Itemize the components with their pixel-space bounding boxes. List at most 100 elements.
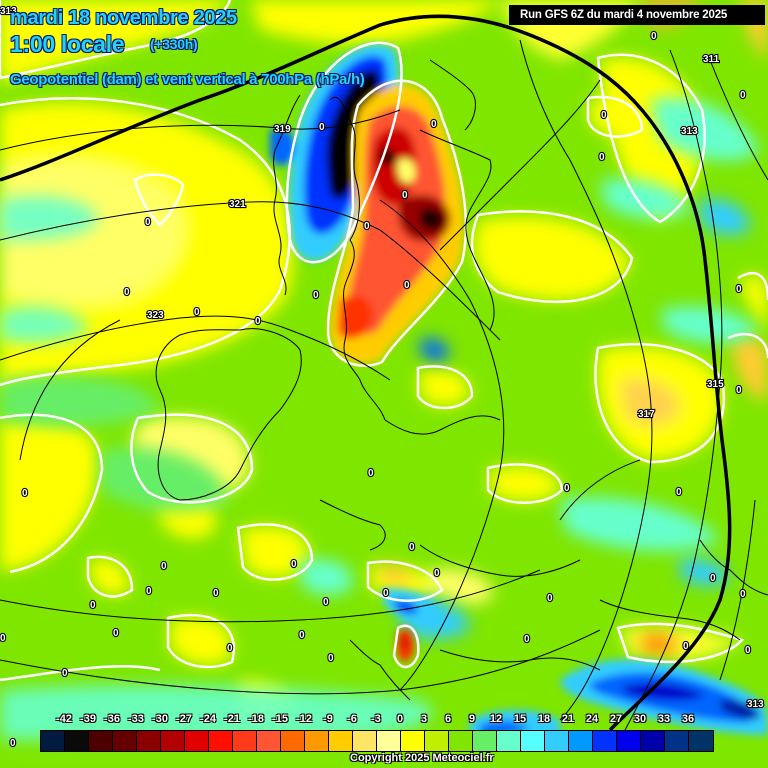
svg-text:321: 321 bbox=[229, 199, 246, 210]
legend-swatch bbox=[353, 731, 377, 751]
svg-text:0: 0 bbox=[161, 561, 167, 572]
legend-label: 3 bbox=[420, 713, 428, 725]
svg-text:0: 0 bbox=[736, 385, 742, 396]
legend-swatch bbox=[89, 731, 113, 751]
svg-text:0: 0 bbox=[740, 589, 746, 600]
legend-label: -15 bbox=[272, 713, 288, 725]
svg-text:0: 0 bbox=[402, 190, 408, 201]
svg-text:0: 0 bbox=[524, 634, 530, 645]
svg-text:0: 0 bbox=[145, 217, 151, 228]
legend-labels: -42 -39 -36 -33 -30 -27 -24 -21 -18 -15 -12 -9 -6 -3 0… bbox=[40, 713, 720, 727]
legend-swatch bbox=[473, 731, 497, 751]
legend-swatch bbox=[641, 731, 665, 751]
svg-text:0: 0 bbox=[146, 586, 152, 597]
svg-text:313: 313 bbox=[0, 6, 17, 17]
svg-text:319: 319 bbox=[274, 124, 291, 135]
geopotential-contours bbox=[0, 39, 768, 741]
legend-label: -9 bbox=[323, 713, 333, 725]
svg-text:0: 0 bbox=[313, 290, 319, 301]
forecast-time: 1:00 locale bbox=[10, 31, 125, 57]
legend-swatch bbox=[329, 731, 353, 751]
svg-text:0: 0 bbox=[291, 559, 297, 570]
svg-text:0: 0 bbox=[368, 468, 374, 479]
svg-text:0: 0 bbox=[740, 90, 746, 101]
svg-text:0: 0 bbox=[736, 284, 742, 295]
svg-text:0: 0 bbox=[323, 597, 329, 608]
legend-swatch bbox=[305, 731, 329, 751]
legend-label: 24 bbox=[585, 713, 599, 725]
legend-label: -12 bbox=[296, 713, 312, 725]
svg-text:0: 0 bbox=[409, 542, 415, 553]
legend-swatch bbox=[113, 731, 137, 751]
legend-swatch bbox=[161, 731, 185, 751]
svg-text:0: 0 bbox=[10, 738, 16, 749]
svg-text:311: 311 bbox=[703, 54, 720, 65]
svg-text:0: 0 bbox=[328, 653, 334, 664]
svg-text:0: 0 bbox=[547, 593, 553, 604]
svg-text:317: 317 bbox=[638, 409, 655, 420]
legend-swatch bbox=[545, 731, 569, 751]
svg-text:0: 0 bbox=[299, 630, 305, 641]
legend-swatch bbox=[401, 731, 425, 751]
legend-label: 6 bbox=[444, 713, 452, 725]
legend-swatch bbox=[233, 731, 257, 751]
legend-swatch bbox=[665, 731, 689, 751]
copyright: Copyright 2025 Meteociel.fr bbox=[350, 752, 494, 764]
svg-text:0: 0 bbox=[364, 221, 370, 232]
svg-text:0: 0 bbox=[255, 316, 261, 327]
forecast-date: mardi 18 novembre 2025 bbox=[10, 7, 237, 29]
svg-text:0: 0 bbox=[383, 588, 389, 599]
svg-text:0: 0 bbox=[227, 643, 233, 654]
svg-text:0: 0 bbox=[745, 645, 751, 656]
legend-swatch bbox=[41, 731, 65, 751]
vertical-wind-field bbox=[0, 0, 768, 740]
legend-swatch bbox=[569, 731, 593, 751]
legend-swatch bbox=[449, 731, 473, 751]
svg-text:0: 0 bbox=[90, 600, 96, 611]
svg-text:0: 0 bbox=[683, 641, 689, 652]
svg-text:0: 0 bbox=[113, 628, 119, 639]
legend-swatch bbox=[593, 731, 617, 751]
legend-label: -21 bbox=[224, 713, 240, 725]
legend-label: -27 bbox=[176, 713, 192, 725]
svg-text:0: 0 bbox=[124, 287, 130, 298]
svg-text:0: 0 bbox=[710, 573, 716, 584]
color-legend bbox=[40, 730, 714, 752]
svg-text:313: 313 bbox=[747, 699, 764, 710]
legend-label: -33 bbox=[128, 713, 144, 725]
svg-text:0: 0 bbox=[62, 668, 68, 679]
legend-label: -18 bbox=[248, 713, 264, 725]
legend-swatch bbox=[377, 731, 401, 751]
legend-label: 9 bbox=[468, 713, 476, 725]
legend-label: -30 bbox=[152, 713, 168, 725]
legend-swatch bbox=[185, 731, 209, 751]
svg-text:0: 0 bbox=[434, 568, 440, 579]
zero-labels: 0 00 000 000 000 000 00 0 000 000 000 000 … bbox=[0, 30, 752, 750]
svg-text:0: 0 bbox=[213, 588, 219, 599]
svg-text:0: 0 bbox=[319, 122, 325, 133]
svg-text:0: 0 bbox=[599, 152, 605, 163]
legend-label: 30 bbox=[633, 713, 647, 725]
legend-label: 0 bbox=[396, 713, 404, 725]
legend-swatch bbox=[281, 731, 305, 751]
coastlines bbox=[155, 59, 768, 701]
svg-text:0: 0 bbox=[431, 119, 437, 130]
svg-text:323: 323 bbox=[147, 310, 164, 321]
legend-label: 15 bbox=[513, 713, 527, 725]
svg-text:0: 0 bbox=[651, 31, 657, 42]
legend-label: -42 bbox=[56, 713, 72, 725]
svg-text:0: 0 bbox=[676, 487, 682, 498]
svg-text:313: 313 bbox=[681, 126, 698, 137]
svg-text:0: 0 bbox=[22, 488, 28, 499]
zero-vertical-wind-contours bbox=[0, 0, 768, 682]
legend-label: 36 bbox=[681, 713, 695, 725]
svg-text:0: 0 bbox=[564, 483, 570, 494]
legend-label: 12 bbox=[489, 713, 503, 725]
svg-text:0: 0 bbox=[404, 280, 410, 291]
legend-swatch bbox=[257, 731, 281, 751]
legend-swatch bbox=[617, 731, 641, 751]
svg-text:0: 0 bbox=[194, 307, 200, 318]
thick-reference-line bbox=[0, 14, 732, 732]
legend-label: 27 bbox=[609, 713, 623, 725]
